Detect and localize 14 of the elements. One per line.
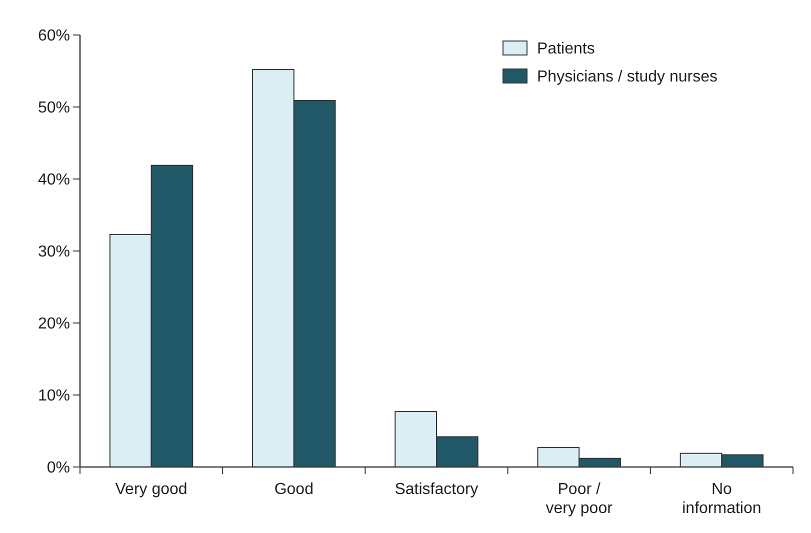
y-tick-label: 10% xyxy=(38,388,70,405)
y-tick-label: 20% xyxy=(38,316,70,333)
y-tick-label: 0% xyxy=(46,460,70,477)
x-tick-label: No information xyxy=(682,481,762,517)
y-tick-label: 50% xyxy=(38,100,70,117)
y-tick-label: 40% xyxy=(38,172,70,189)
legend-label: Patients xyxy=(537,40,595,58)
y-tick-label: 60% xyxy=(38,28,70,45)
x-tick-label: Very good xyxy=(115,481,188,498)
y-tick-label: 30% xyxy=(38,244,70,261)
x-tick-label: Satisfactory xyxy=(394,481,478,498)
x-tick-label: Poor / very poor xyxy=(546,481,614,517)
legend-label: Physicians / study nurses xyxy=(537,68,718,86)
x-tick-label: Good xyxy=(274,481,314,498)
